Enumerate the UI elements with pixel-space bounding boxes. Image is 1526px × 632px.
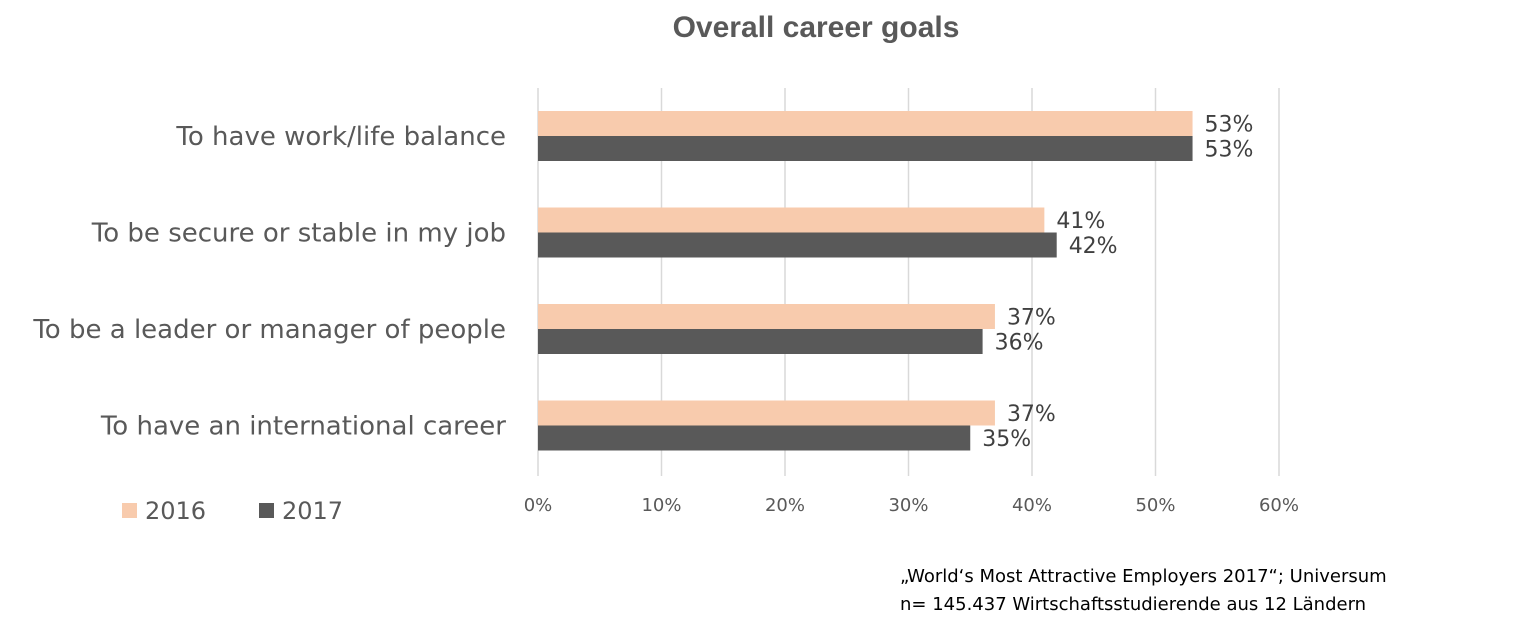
bar-2016 (538, 207, 1045, 233)
data-label: 53% (1205, 138, 1254, 163)
bar-2016 (538, 111, 1193, 136)
bar-2017 (538, 329, 983, 354)
source-line-2: n= 145.437 Wirtschaftsstudierende aus 12… (900, 594, 1367, 615)
category-label: To have an international career (100, 412, 506, 442)
chart-title: Overall career goals (673, 11, 960, 44)
data-label: 37% (1007, 402, 1056, 427)
data-label: 42% (1069, 234, 1118, 259)
bar-2017 (538, 425, 971, 451)
legend-label: 2016 (145, 497, 206, 525)
x-tick-label: 40% (1012, 495, 1052, 516)
bar-2016 (538, 304, 995, 329)
data-label: 37% (1007, 306, 1056, 331)
data-label: 35% (982, 427, 1031, 452)
category-labels: To have work/life balance To be secure or… (32, 122, 506, 442)
category-label: To have work/life balance (175, 122, 506, 152)
bar-2016 (538, 400, 995, 426)
bar-2017 (538, 136, 1193, 161)
legend-label: 2017 (282, 497, 343, 525)
category-label: To be a leader or manager of people (32, 315, 506, 345)
data-label: 41% (1056, 209, 1105, 234)
data-label: 53% (1205, 113, 1254, 138)
bars (538, 111, 1193, 451)
x-tick-label: 60% (1259, 495, 1299, 516)
x-tick-label: 10% (641, 495, 681, 516)
source-note: „World‘s Most Attractive Employers 2017“… (900, 563, 1387, 619)
bar-2017 (538, 232, 1057, 258)
x-tick-label: 50% (1135, 495, 1175, 516)
category-label: To be secure or stable in my job (91, 219, 506, 249)
x-axis-tick-labels: 0% 10% 20% 30% 40% 50% 60% (524, 495, 1299, 516)
legend-swatch-2017 (259, 503, 274, 518)
legend: 2016 2017 (122, 497, 343, 525)
x-tick-label: 30% (888, 495, 928, 516)
legend-swatch-2016 (122, 503, 137, 518)
data-label: 36% (995, 331, 1044, 356)
x-tick-label: 0% (524, 495, 553, 516)
data-labels: 53%53%41%42%37%36%37%35% (982, 113, 1253, 453)
source-line-1: „World‘s Most Attractive Employers 2017“… (900, 566, 1387, 587)
x-tick-label: 20% (765, 495, 805, 516)
